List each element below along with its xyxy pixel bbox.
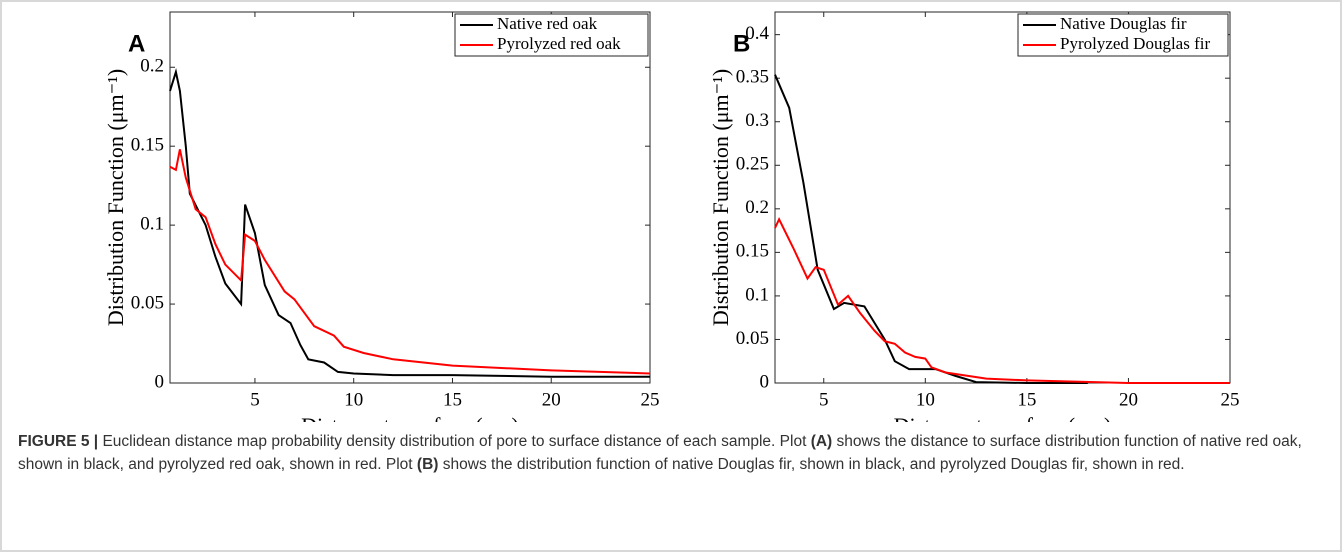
data-line	[169, 149, 651, 375]
legend-box	[454, 13, 649, 57]
y-tick-label: 0.2	[140, 56, 164, 77]
plot-area	[169, 11, 651, 384]
y-tick-label: 0.4	[745, 23, 769, 44]
x-tick-label: 25	[641, 389, 660, 410]
x-axis-label: Distance to surface (μm)	[301, 413, 519, 422]
y-tick-label: 0.15	[736, 241, 769, 262]
y-tick-label: 0.25	[736, 154, 769, 175]
y-tick-label: 0.15	[131, 135, 164, 156]
x-tick-label: 10	[916, 389, 935, 410]
caption-text: shows the distance to surface distributi…	[18, 433, 1302, 473]
plot-area	[774, 11, 1231, 384]
y-tick-label: 0.35	[736, 67, 769, 88]
y-axis-label: Distribution Function (μm⁻¹)	[708, 69, 733, 326]
y-tick-label: 0.1	[140, 213, 164, 234]
x-tick-label: 10	[344, 389, 363, 410]
y-tick-label: 0.05	[736, 328, 769, 349]
y-tick-label: 0.3	[745, 110, 769, 131]
legend-label: Pyrolyzed red oak	[497, 34, 621, 53]
caption: FIGURE 5 | Euclidean distance map probab…	[18, 430, 1318, 476]
legend-label: Native Douglas fir	[1060, 14, 1187, 33]
panel-label: A	[128, 30, 145, 57]
y-tick-label: 0	[760, 371, 770, 392]
data-line	[774, 74, 1088, 384]
y-tick-label: 0.05	[131, 292, 164, 313]
data-line	[774, 217, 1230, 384]
x-axis-label: Distance to surface (μm)	[894, 413, 1112, 422]
x-tick-label: 20	[1119, 389, 1138, 410]
y-axis-label: Distribution Function (μm⁻¹)	[103, 69, 128, 326]
caption-label: FIGURE 5 |	[18, 433, 99, 450]
x-tick-label: 15	[443, 389, 462, 410]
x-tick-label: 5	[819, 389, 829, 410]
legend-box	[1017, 13, 1229, 57]
caption-ref: (B)	[416, 456, 439, 473]
x-tick-label: 25	[1221, 389, 1240, 410]
data-line	[169, 68, 650, 378]
y-tick-label: 0.2	[745, 197, 769, 218]
x-tick-label: 15	[1017, 389, 1036, 410]
caption-text: shows the distribution function of nativ…	[442, 456, 1185, 473]
panel-label: B	[733, 30, 750, 57]
caption-ref: (A)	[810, 433, 833, 450]
legend-label: Native red oak	[497, 14, 598, 33]
y-tick-label: 0	[155, 371, 165, 392]
x-tick-label: 5	[250, 389, 260, 410]
y-tick-label: 0.1	[745, 284, 769, 305]
caption-text: Euclidean distance map probability densi…	[102, 433, 807, 450]
legend-label: Pyrolyzed Douglas fir	[1060, 34, 1210, 53]
x-tick-label: 20	[542, 389, 561, 410]
